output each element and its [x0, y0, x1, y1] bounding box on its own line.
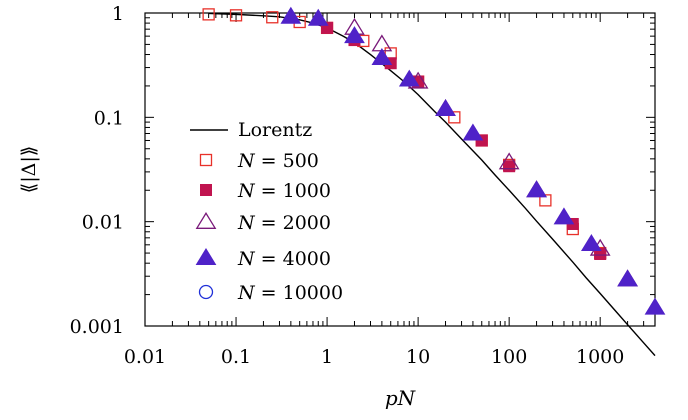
legend-marker-series-3 [195, 211, 217, 229]
legend-label-value: = 1000 [255, 180, 331, 202]
legend-label-variable: N [237, 150, 256, 172]
data-point-series-4 [307, 8, 329, 26]
legend-label-variable: N [237, 212, 256, 234]
data-point-series-4 [435, 99, 456, 117]
x-tick-label: 0.1 [221, 346, 251, 368]
legend-label-variable: N [237, 180, 256, 202]
legend-label-value: = 10000 [255, 282, 343, 304]
data-point-series-1 [266, 11, 279, 24]
legend-label-series-1: N = 500 [237, 150, 319, 172]
y-tick-label: 0.001 [70, 316, 124, 338]
data-point-series-2 [594, 247, 607, 260]
x-tick-label: 0.01 [124, 346, 166, 368]
legend-marker-series-4 [195, 247, 217, 265]
data-point-series-4 [344, 26, 365, 44]
data-point-series-4 [280, 6, 302, 24]
y-tick-label: 0.1 [94, 107, 124, 129]
curve-layer [208, 12, 656, 357]
data-point-series-4 [617, 269, 638, 287]
x-tick-label: 1000 [576, 346, 624, 368]
data-point-series-4 [553, 207, 575, 225]
legend-marker-series-1 [199, 153, 213, 167]
legend-label-value: = 2000 [255, 212, 331, 234]
x-tick-label: 1 [321, 346, 333, 368]
x-axis-title: pN [385, 386, 417, 410]
data-point-series-1 [448, 111, 461, 124]
points-layer [202, 6, 666, 315]
data-point-series-4 [580, 234, 602, 252]
data-point-series-4 [398, 69, 420, 87]
legend-label-lorentz: Lorentz [238, 119, 312, 141]
legend-label-series-5: N = 10000 [237, 282, 343, 304]
legend-label-variable: N [237, 248, 256, 270]
plot-frame [144, 12, 656, 327]
data-point-series-2 [321, 21, 334, 34]
legend-marker-series-5 [198, 284, 214, 300]
data-point-series-1 [202, 8, 215, 21]
data-point-series-3 [498, 152, 520, 170]
data-point-series-2 [475, 134, 488, 147]
data-point-series-4 [644, 297, 666, 315]
y-tick-label: 0.01 [82, 212, 124, 234]
data-point-series-4 [526, 180, 547, 198]
lorentz-curve [208, 12, 656, 357]
legend-label-series-3: N = 2000 [237, 212, 331, 234]
legend-label-variable: N [237, 282, 256, 304]
data-point-series-4 [462, 123, 484, 141]
legend-label-value: = 4000 [255, 248, 331, 270]
data-point-series-1 [229, 9, 243, 22]
y-axis-title: ⟪|Δ|⟫ [18, 146, 40, 194]
y-tick-label: 1 [112, 3, 124, 25]
legend-label-series-2: N = 1000 [237, 180, 331, 202]
legend-label-series-4: N = 4000 [237, 248, 331, 270]
x-tick-label: 10 [406, 346, 430, 368]
data-point-series-2 [503, 160, 516, 173]
legend-label-value: = 500 [255, 150, 319, 172]
x-tick-label: 100 [491, 346, 527, 368]
legend-marker-series-2 [200, 184, 212, 196]
data-point-series-4 [371, 48, 393, 66]
